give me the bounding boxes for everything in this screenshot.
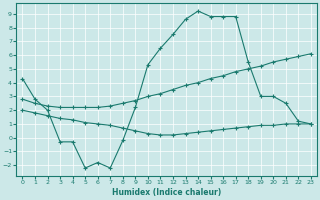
X-axis label: Humidex (Indice chaleur): Humidex (Indice chaleur) xyxy=(112,188,221,197)
